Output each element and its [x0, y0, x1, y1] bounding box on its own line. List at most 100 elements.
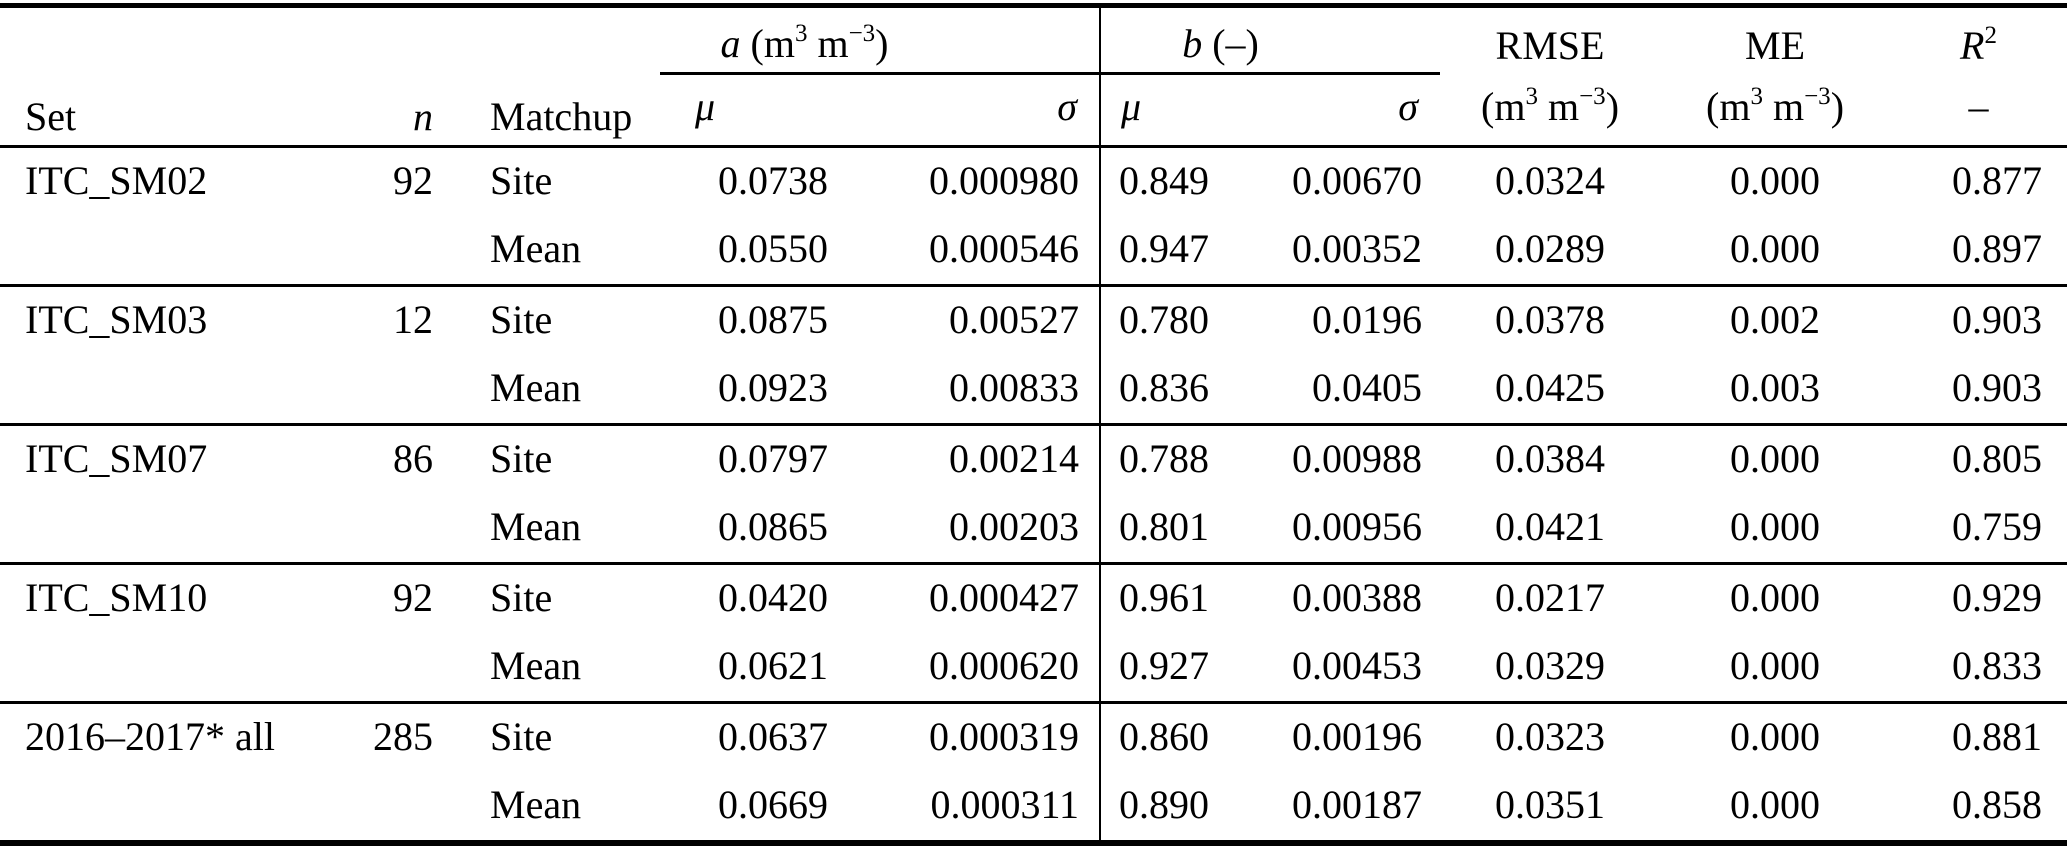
cell-a-mu: 0.0797: [660, 423, 830, 494]
cell-a-sigma: 0.00833: [830, 355, 1101, 425]
cell-a-mu: 0.0738: [718, 158, 828, 203]
cell-matchup: Mean: [490, 643, 582, 688]
cell-matchup: Site: [490, 158, 553, 203]
cell-r2: 0.897: [1952, 226, 2043, 271]
cell-a-sigma: 0.000980: [830, 146, 1101, 216]
cell-me: 0.003: [1730, 365, 1821, 410]
cell-b-mu: 0.836: [1119, 365, 1209, 410]
cell-n: [330, 772, 445, 843]
cell-b-mu: 0.860: [1100, 701, 1260, 772]
cell-rmse: 0.0421: [1495, 504, 1606, 549]
table-row: 2016–2017* all 285 Site 0.0637 0.000319 0.860…: [0, 701, 2067, 772]
cell-b-sigma: 0.00196: [1260, 701, 1441, 772]
cell-me: 0.000: [1730, 782, 1821, 827]
column-header-me-unit: (m3 m−3): [1660, 73, 1891, 148]
cell-a-sigma: 0.000319: [830, 701, 1101, 772]
cell-matchup: Mean: [490, 504, 582, 549]
column-header-n: n: [330, 5, 445, 148]
cell-a-mu: 0.0875: [660, 284, 830, 355]
cell-b-mu: 0.801: [1119, 504, 1209, 549]
cell-set: [0, 494, 330, 564]
cell-a-sigma: 0.00527: [830, 284, 1101, 355]
cell-set: 2016–2017* all: [0, 701, 330, 772]
column-header-r2: R2: [1960, 21, 1997, 68]
cell-b-sigma: 0.00988: [1260, 423, 1441, 494]
column-group-a: a (m3 m−3): [660, 5, 1101, 75]
cell-a-sigma: 0.000546: [830, 216, 1101, 286]
cell-n: 285: [330, 701, 445, 772]
cell-r2: 0.903: [1952, 365, 2043, 410]
cell-set: [0, 355, 330, 425]
cell-me: 0.000: [1660, 423, 1891, 494]
table-row: ITC_SM07 86 Site 0.0797 0.00214 0.788 0.00988 0…: [0, 423, 2067, 494]
cell-n: [330, 355, 445, 425]
table-row: Mean 0.0550 0.000546 0.947 0.00352 0.0289 0.00…: [0, 216, 2067, 286]
cell-rmse: 0.0329: [1495, 643, 1606, 688]
cell-set: ITC_SM02: [25, 158, 208, 203]
header-sub-row: μ σ μ σ (m3 m−3) (m3 m−3) –: [0, 73, 2067, 148]
table-row: Mean 0.0865 0.00203 0.801 0.00956 0.0421 0.000…: [0, 494, 2067, 564]
cell-set: ITC_SM07: [0, 423, 330, 494]
cell-b-sigma: 0.00388: [1260, 562, 1441, 633]
table-row: Mean 0.0923 0.00833 0.836 0.0405 0.0425 0.003 0…: [0, 355, 2067, 425]
cell-rmse: 0.0378: [1440, 284, 1661, 355]
cell-a-sigma: 0.00203: [830, 494, 1101, 564]
cell-me: 0.000: [1660, 562, 1891, 633]
cell-a-mu: 0.0865: [718, 504, 828, 549]
cell-a-mu: 0.0669: [718, 782, 828, 827]
cell-b-mu: 0.927: [1119, 643, 1209, 688]
cell-b-mu: 0.947: [1119, 226, 1209, 271]
cell-b-mu: 0.890: [1119, 782, 1209, 827]
cell-me: 0.000: [1730, 643, 1821, 688]
column-header-b-sigma: σ: [1260, 73, 1441, 148]
table-row: ITC_SM10 92 Site 0.0420 0.000427 0.961 0.00388…: [0, 562, 2067, 633]
column-header-a-sigma: σ: [830, 73, 1101, 148]
cell-a-sigma: 0.00214: [830, 423, 1101, 494]
table-header: Set n Matchup a (m3 m−3) b (–) RMSE ME R…: [0, 5, 2067, 148]
column-header-matchup: Matchup: [445, 5, 660, 148]
cell-r2: 0.805: [1890, 423, 2067, 494]
cell-b-mu: 0.788: [1100, 423, 1260, 494]
cell-a-mu: 0.0923: [718, 365, 828, 410]
cell-n: 12: [330, 284, 445, 355]
cell-me: 0.002: [1660, 284, 1891, 355]
table-body: ITC_SM02 92 Site 0.0738 0.000980 0.849 0.00670…: [0, 146, 2067, 843]
cell-me: 0.000: [1660, 701, 1891, 772]
cell-a-mu: 0.0550: [718, 226, 828, 271]
cell-me: 0.000: [1730, 226, 1821, 271]
cell-a-sigma: 0.000311: [830, 772, 1101, 843]
column-header-rmse: RMSE: [1495, 22, 1605, 68]
cell-matchup: Mean: [490, 226, 582, 271]
cell-n: [330, 494, 445, 564]
cell-rmse: 0.0384: [1440, 423, 1661, 494]
cell-b-sigma: 0.00352: [1292, 226, 1423, 271]
header-group-row: Set n Matchup a (m3 m−3) b (–) RMSE ME R…: [0, 5, 2067, 148]
cell-r2: 0.881: [1890, 701, 2067, 772]
cell-b-sigma: 0.0405: [1312, 365, 1423, 410]
cell-matchup: Mean: [490, 365, 582, 410]
table-row: Mean 0.0669 0.000311 0.890 0.00187 0.0351 0.00…: [0, 772, 2067, 843]
cell-set: ITC_SM03: [0, 284, 330, 355]
cell-n: 86: [330, 423, 445, 494]
cell-a-mu: 0.0621: [718, 643, 828, 688]
cell-b-sigma: 0.00453: [1292, 643, 1423, 688]
column-header-a-mu: μ: [660, 73, 830, 148]
cell-set: [0, 216, 330, 286]
cell-rmse: 0.0324: [1495, 158, 1606, 203]
cell-n: [330, 633, 445, 703]
column-header-r2-unit: –: [1890, 73, 2067, 148]
cell-b-sigma: 0.0196: [1260, 284, 1441, 355]
cell-rmse: 0.0351: [1495, 782, 1606, 827]
cell-r2: 0.877: [1952, 158, 2043, 203]
cell-b-mu: 0.780: [1100, 284, 1260, 355]
cell-n: 92: [393, 158, 433, 203]
column-group-b: b (–): [1100, 5, 1441, 75]
cell-set: [0, 633, 330, 703]
cell-r2: 0.929: [1890, 562, 2067, 633]
column-header-rmse-unit: (m3 m−3): [1440, 73, 1661, 148]
cell-matchup: Site: [445, 562, 660, 633]
cell-rmse: 0.0323: [1440, 701, 1661, 772]
cell-me: 0.000: [1730, 158, 1821, 203]
cell-r2: 0.903: [1890, 284, 2067, 355]
cell-b-sigma: 0.00670: [1292, 158, 1423, 203]
